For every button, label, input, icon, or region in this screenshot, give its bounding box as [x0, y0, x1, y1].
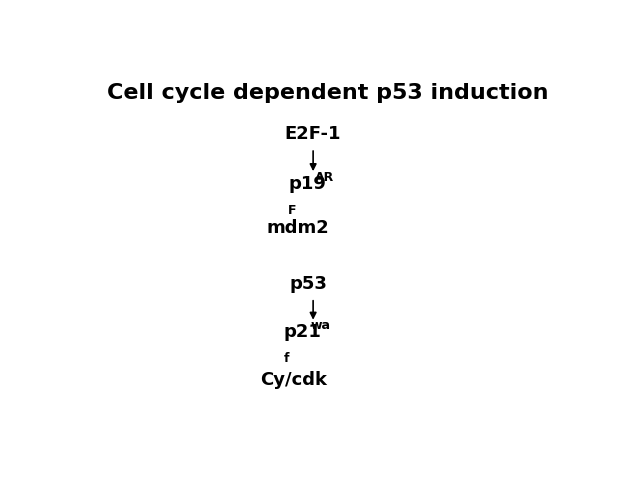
Text: AR: AR	[315, 171, 334, 184]
Text: f: f	[284, 352, 289, 365]
Text: wa: wa	[310, 319, 330, 332]
Text: p19: p19	[288, 175, 326, 193]
Text: p53: p53	[289, 275, 327, 293]
Text: Cell cycle dependent p53 induction: Cell cycle dependent p53 induction	[108, 84, 548, 104]
Text: Cy/cdk: Cy/cdk	[260, 371, 327, 389]
Text: p21: p21	[284, 323, 321, 341]
Text: E2F-1: E2F-1	[285, 125, 341, 143]
Text: F: F	[288, 204, 297, 217]
Text: mdm2: mdm2	[267, 219, 330, 237]
